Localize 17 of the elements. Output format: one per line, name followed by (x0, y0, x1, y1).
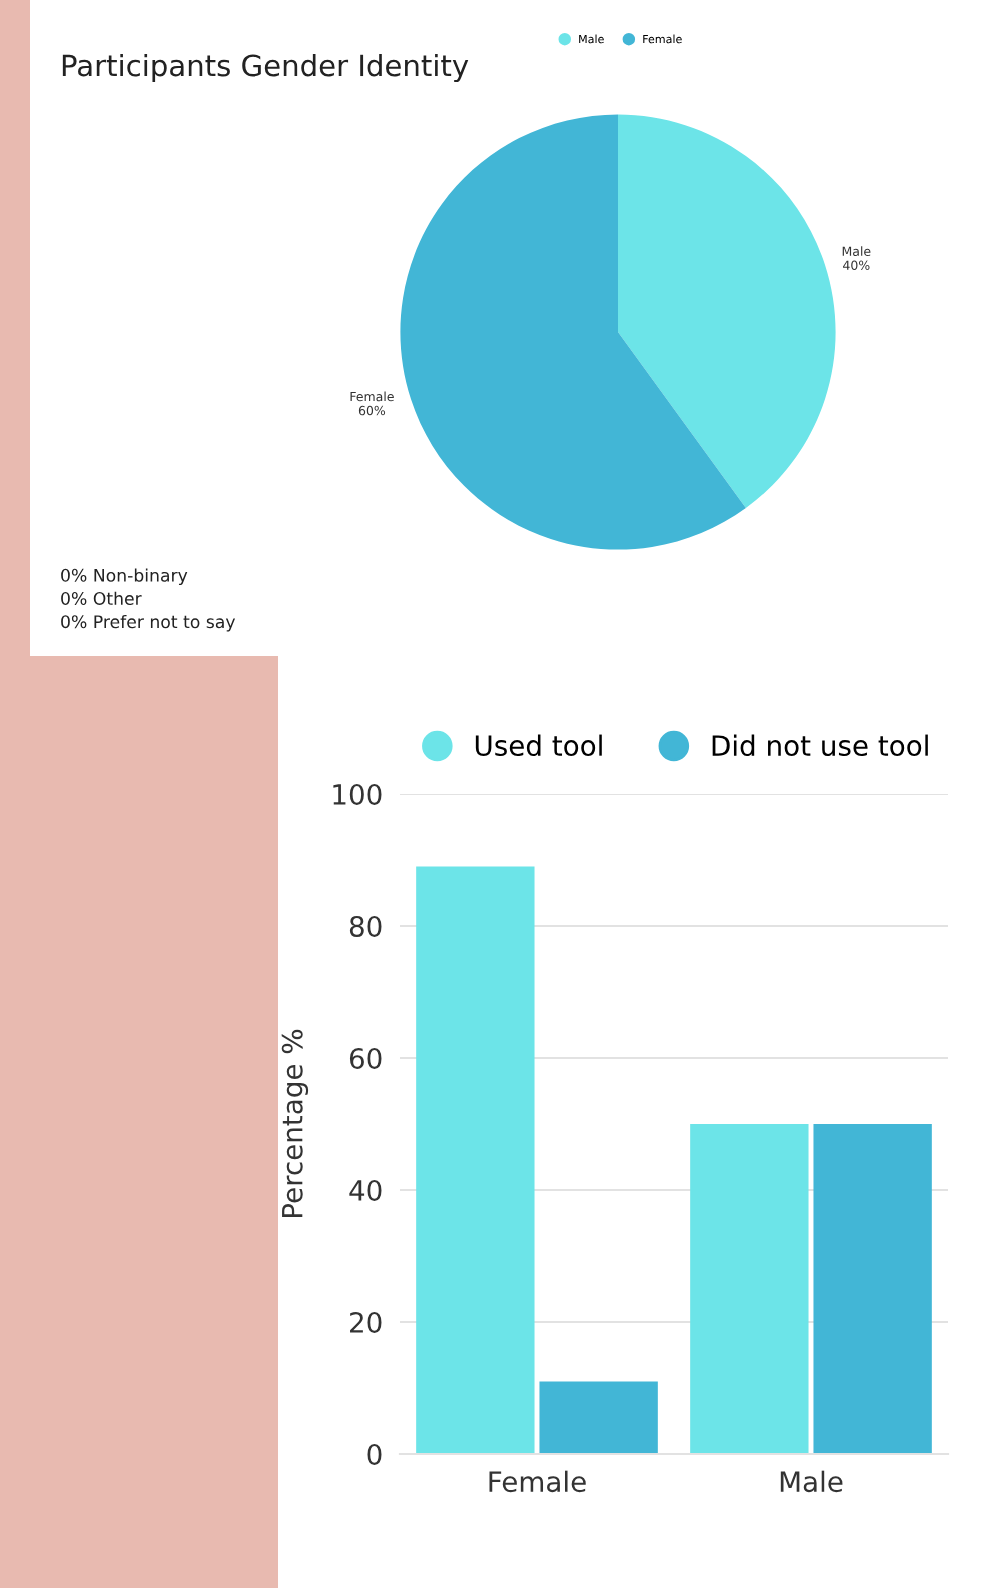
bar (690, 1124, 809, 1454)
text: Participants Gender Identity (62, 53, 469, 83)
legend-label: Did not use tool (712, 734, 928, 757)
y-tick-label: 0 (367, 1443, 382, 1465)
y-axis-title: Percentage % (281, 1029, 309, 1217)
y-tick-label: 60 (349, 1047, 382, 1069)
legend-label: Used tool (475, 734, 602, 757)
pie-slice (618, 114, 836, 509)
y-tick-label: 100 (333, 783, 382, 805)
text: 0% Non-binary 0% Other 0% Prefer not to say (61, 568, 236, 632)
y-tick-label: 80 (349, 915, 382, 937)
bar (539, 1381, 658, 1454)
bar (813, 1124, 932, 1454)
bar (416, 866, 535, 1454)
pie-slice (400, 114, 746, 550)
y-tick-label: 40 (349, 1179, 382, 1201)
y-tick-label: 20 (350, 1311, 382, 1333)
